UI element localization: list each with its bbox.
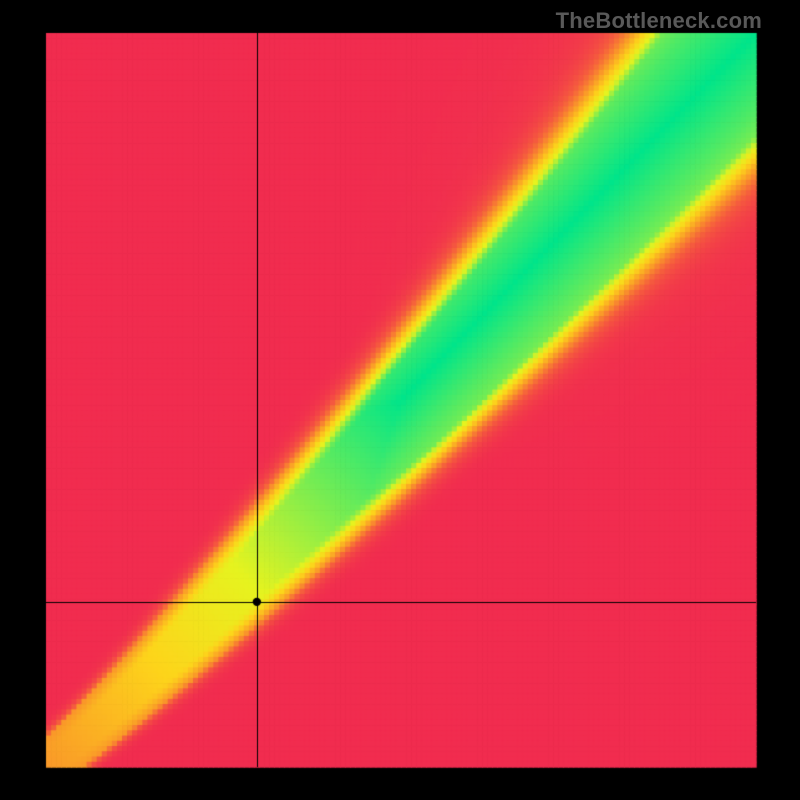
heatmap-canvas [0,0,800,800]
chart-container: { "watermark": { "text": "TheBottleneck.… [0,0,800,800]
watermark-text: TheBottleneck.com [556,8,762,34]
